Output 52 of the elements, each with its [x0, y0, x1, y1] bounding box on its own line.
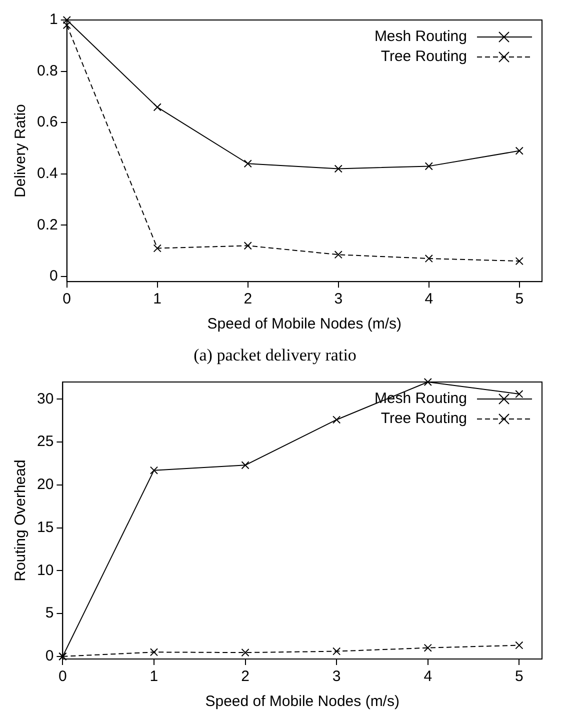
point [150, 648, 158, 656]
point [244, 160, 252, 168]
x-axis-title: Speed of Mobile Nodes (m/s) [205, 693, 400, 710]
y-tick-label: 0 [45, 648, 54, 665]
y-tick-label: 20 [36, 476, 54, 494]
x-tick-label: 3 [334, 290, 343, 308]
point [153, 244, 162, 252]
y-tick-label: 0 [50, 268, 58, 285]
x-axis-title: Speed of Mobile Nodes (m/s) [207, 316, 402, 333]
point [150, 466, 158, 474]
y-tick-label: 30 [36, 390, 54, 408]
point [332, 416, 341, 424]
point [515, 390, 524, 398]
x-tick-label: 4 [424, 668, 432, 686]
x-tick-label: 2 [244, 290, 252, 308]
x-tick-label: 0 [62, 290, 72, 308]
point [332, 647, 341, 656]
x-tick-label: 4 [424, 290, 434, 308]
y-tick-label: 1 [50, 11, 58, 28]
y-tick-label: 0.2 [36, 216, 58, 234]
y-axis-title: Delivery Ratio [12, 104, 30, 198]
y-tick-label: 10 [36, 562, 54, 579]
point [515, 146, 524, 155]
legend-label: Tree Routing [380, 48, 467, 66]
y-tick-label: 0.8 [36, 62, 58, 80]
point [334, 164, 342, 173]
text: (a) packet delivery ratio [194, 345, 356, 364]
point [334, 250, 342, 259]
y-tick-label: 5 [45, 604, 54, 622]
point [241, 461, 250, 470]
y-tick-label: 0.4 [36, 165, 58, 182]
point [153, 103, 162, 112]
point [244, 242, 252, 250]
y-tick-label: 25 [36, 433, 54, 450]
legend-label: Mesh Routing [374, 28, 467, 46]
point [424, 162, 433, 170]
x-tick-label: 1 [153, 290, 162, 308]
point [515, 641, 524, 650]
point [424, 644, 432, 652]
y-axis-title: Routing Overhead [12, 460, 30, 582]
y-tick-label: 15 [36, 518, 54, 536]
point [515, 257, 524, 266]
point [241, 648, 250, 657]
x-tick-label: 2 [241, 668, 250, 686]
x-tick-label: 3 [332, 668, 341, 686]
x-tick-label: 1 [150, 668, 158, 686]
x-tick-label: 5 [515, 290, 524, 308]
legend-label: Tree Routing [380, 410, 467, 428]
point [424, 378, 432, 386]
x-tick-label: 5 [515, 668, 524, 686]
point [424, 254, 433, 263]
y-tick-label: 0.6 [36, 114, 58, 131]
